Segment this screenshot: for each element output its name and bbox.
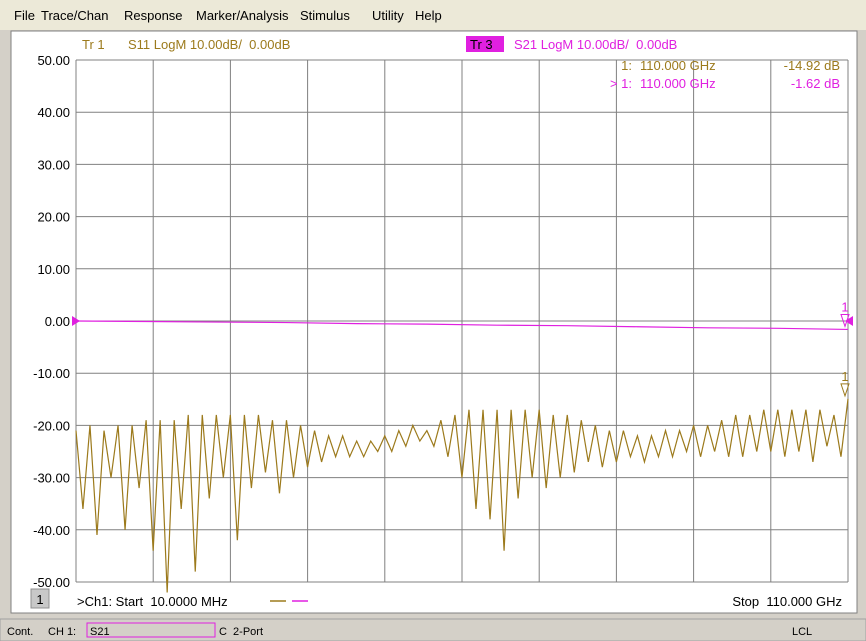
trace-name[interactable]: Tr 1 [82, 37, 105, 52]
trace-line [75, 398, 849, 593]
trace-label: S21 LogM 10.00dB/ 0.00dB [514, 37, 677, 52]
menu-bar [0, 0, 866, 30]
menu-item[interactable]: Stimulus [300, 8, 350, 23]
channel-number: 1 [36, 592, 43, 607]
status-control: LCL [792, 626, 812, 638]
y-tick-label: 40.00 [37, 105, 70, 120]
marker-readout-label: 1: [621, 58, 632, 73]
status-calibration: C 2-Port [219, 626, 263, 638]
y-tick-label: 50.00 [37, 53, 70, 68]
menu-item[interactable]: Help [415, 8, 442, 23]
stop-label: Stop 110.000 GHz [732, 594, 842, 609]
menu-item[interactable]: Trace/Chan [41, 8, 108, 23]
parameter-box[interactable] [86, 622, 216, 638]
marker-id: 1 [841, 299, 848, 314]
y-tick-label: -30.00 [33, 471, 70, 486]
channel-box [30, 588, 50, 609]
status-bar [0, 618, 866, 641]
status-parameter[interactable]: S21 [90, 626, 110, 638]
marker-readout-value: -14.92 dB [784, 58, 840, 73]
y-tick-label: 10.00 [37, 262, 70, 277]
y-tick-label: -20.00 [33, 418, 70, 433]
y-tick-label: 0.00 [45, 314, 70, 329]
status-channel: CH 1: [48, 626, 76, 638]
y-tick-label: 20.00 [37, 210, 70, 225]
trace-line [75, 320, 849, 331]
marker-id: 1 [841, 369, 848, 384]
menu-item[interactable]: Utility [372, 8, 404, 23]
active-trace-badge[interactable] [466, 36, 504, 52]
marker-readout-value: -1.62 dB [791, 76, 840, 91]
y-tick-label: -40.00 [33, 523, 70, 538]
start-label: >Ch1: Start 10.0000 MHz [77, 594, 228, 609]
marker-readout-x: 110.000 GHz [640, 58, 716, 73]
marker-triangle [840, 313, 850, 329]
reference-marker [845, 316, 853, 326]
y-tick-label: 30.00 [37, 157, 70, 172]
marker-readout-label: > 1: [610, 76, 632, 91]
trace-name[interactable]: Tr 3 [470, 37, 493, 52]
marker-triangle [840, 383, 850, 398]
y-tick-label: -50.00 [33, 575, 70, 590]
menu-item[interactable]: Marker/Analysis [196, 8, 289, 23]
status-mode: Cont. [7, 626, 33, 638]
trace-label: S11 LogM 10.00dB/ 0.00dB [128, 37, 290, 52]
marker-readout-x: 110.000 GHz [640, 76, 716, 91]
menu-item[interactable]: Response [124, 8, 183, 23]
y-tick-label: -10.00 [33, 366, 70, 381]
menu-item[interactable]: File [14, 8, 35, 23]
